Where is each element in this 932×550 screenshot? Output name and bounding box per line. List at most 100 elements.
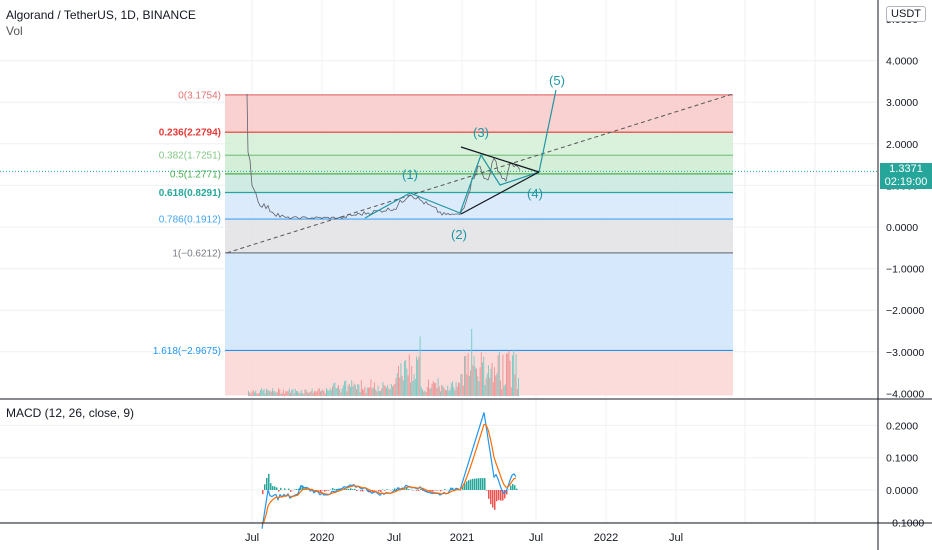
volume-bar (518, 378, 519, 396)
volume-bar (486, 373, 488, 396)
macd-histogram-bar (378, 490, 380, 492)
macd-histogram-bar (272, 486, 274, 490)
volume-bar (477, 376, 479, 396)
volume-bar (443, 388, 445, 396)
volume-bar (485, 378, 487, 396)
volume-bar (276, 392, 278, 396)
macd-histogram-bar (362, 490, 364, 492)
macd-histogram-bar (422, 490, 424, 491)
symbol-title[interactable]: Algorand / TetherUS, 1D, BINANCE (6, 8, 196, 22)
volume-bar (280, 393, 282, 396)
macd-label[interactable]: MACD (12, 26, close, 9) (6, 406, 135, 420)
volume-bar (322, 389, 324, 396)
macd-histogram-bar (474, 478, 476, 490)
macd-histogram-bar (290, 490, 292, 492)
volume-bar (328, 390, 330, 396)
volume-bar (376, 391, 378, 396)
macd-line (261, 412, 517, 529)
volume-bar (256, 393, 258, 396)
volume-bar (370, 379, 372, 396)
volume-bar (264, 393, 266, 396)
macd-histogram-bar (324, 490, 326, 492)
volume-bar (436, 388, 438, 396)
macd-histogram-bar (500, 490, 502, 501)
volume-bar (314, 391, 315, 396)
macd-histogram-bar (332, 488, 334, 490)
volume-bar (364, 386, 366, 396)
volume-bar (282, 389, 284, 396)
volume-bar (399, 377, 401, 396)
price-countdown: 02:19:00 (884, 176, 928, 188)
volume-bar (425, 391, 427, 396)
macd-histogram-bar (472, 478, 474, 490)
macd-histogram-bar (306, 488, 308, 490)
macd-histogram-bar (434, 490, 436, 491)
currency-badge[interactable]: USDT (886, 6, 926, 22)
volume-bar (502, 354, 504, 396)
macd-histogram-bar (350, 488, 352, 490)
volume-bar (430, 387, 432, 396)
volume-bar (250, 393, 252, 396)
fib-zone (225, 94, 733, 133)
volume-bar (270, 391, 272, 396)
volume-bar (375, 389, 377, 396)
volume-bar (353, 383, 355, 396)
volume-bar (500, 380, 501, 396)
volume-bar (510, 387, 512, 396)
volume-bar (297, 391, 299, 396)
signal-line (261, 423, 517, 525)
volume-bar (266, 388, 267, 396)
volume-bar (386, 387, 387, 396)
fib-zone (225, 219, 733, 253)
volume-bar (492, 382, 494, 396)
macd-histogram-bar (484, 478, 486, 490)
volume-bar (318, 388, 320, 396)
volume-bar (497, 355, 499, 396)
volume-bar (362, 389, 363, 396)
macd-histogram-bar (416, 490, 418, 491)
wave-label: (4) (527, 186, 543, 201)
macd-histogram-bar (432, 490, 434, 492)
volume-bar (294, 389, 296, 396)
fib-zone (225, 173, 733, 193)
volume-bar (288, 388, 290, 396)
volume-bar (354, 384, 356, 396)
volume-bar (273, 391, 275, 396)
volume-bar (268, 390, 270, 396)
volume-bar (251, 391, 253, 396)
macd-histogram-bar (346, 489, 348, 490)
volume-bar (506, 353, 507, 396)
macd-histogram-bar (360, 490, 362, 492)
volume-bar (285, 391, 287, 396)
volume-bar (378, 391, 380, 396)
macd-histogram-bar (478, 478, 480, 490)
volume-bar (298, 392, 300, 396)
current-price-tag: 1.3371 02:19:00 (880, 163, 932, 189)
price-axis-tick: −3.0000 (886, 347, 924, 359)
wave-label: (3) (473, 125, 489, 140)
volume-bar (320, 391, 321, 396)
volume-bar (478, 381, 480, 396)
macd-histogram-bar (280, 487, 282, 490)
macd-histogram-bar (320, 490, 322, 493)
volume-bar (495, 375, 497, 396)
volume-bar (312, 393, 314, 396)
time-axis-tick: 2021 (450, 532, 474, 544)
wave-label: (5) (549, 73, 565, 88)
macd-histogram-bar (482, 478, 484, 490)
volume-bar (261, 388, 263, 396)
volume-bar (274, 391, 276, 396)
macd-histogram-bar (466, 481, 468, 490)
macd-histogram-bar (440, 490, 442, 492)
volume-bar (417, 359, 419, 396)
volume-bar (377, 385, 379, 396)
trend-line (226, 93, 734, 254)
volume-bar (332, 386, 333, 396)
volume-bar (284, 393, 285, 396)
macd-histogram-bar (430, 490, 432, 492)
volume-bar (346, 391, 348, 396)
volume-bar (323, 391, 325, 396)
volume-bar (468, 376, 470, 396)
price-value: 1.3371 (889, 163, 923, 175)
